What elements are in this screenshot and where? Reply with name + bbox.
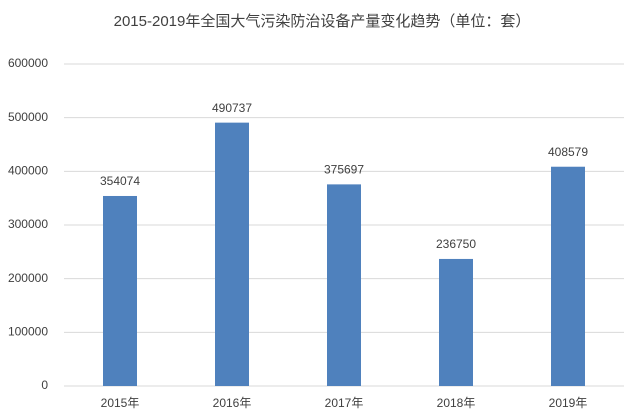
- y-tick-label: 200000: [8, 271, 48, 285]
- data-label: 354074: [100, 174, 140, 188]
- bar: [103, 195, 137, 386]
- x-tick-label: 2015年: [101, 396, 140, 410]
- y-tick-label: 300000: [8, 217, 48, 231]
- x-tick-label: 2016年: [213, 396, 252, 410]
- data-label: 490737: [212, 101, 252, 115]
- y-tick-label: 600000: [8, 56, 48, 70]
- x-tick-label: 2018年: [437, 396, 476, 410]
- y-tick-label: 0: [41, 378, 48, 392]
- y-tick-label: 500000: [8, 110, 48, 124]
- chart-title: 2015-2019年全国大气污染防治设备产量变化趋势（单位：套）: [114, 12, 531, 30]
- y-tick-label: 100000: [8, 325, 48, 339]
- data-label: 236750: [436, 237, 476, 251]
- bar: [327, 184, 361, 386]
- x-tick-label: 2017年: [325, 396, 364, 410]
- bar: [439, 258, 473, 386]
- x-tick-label: 2019年: [549, 396, 588, 410]
- bar: [551, 166, 585, 386]
- y-tick-label: 400000: [8, 164, 48, 178]
- bar: [215, 122, 249, 386]
- data-label: 375697: [324, 163, 364, 177]
- data-label: 408579: [548, 145, 588, 159]
